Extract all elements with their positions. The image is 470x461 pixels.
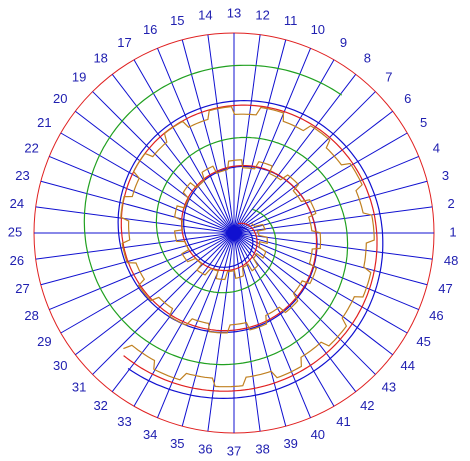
spoke bbox=[133, 232, 235, 407]
spoke-label: 48 bbox=[444, 253, 458, 268]
spoke-label: 6 bbox=[404, 91, 411, 106]
spoke-label: 11 bbox=[284, 13, 298, 28]
spoke-label: 30 bbox=[53, 358, 67, 373]
spoke-label: 31 bbox=[72, 379, 86, 394]
spoke bbox=[111, 74, 235, 234]
spoke-label: 21 bbox=[37, 115, 51, 130]
spoke-label: 20 bbox=[53, 91, 67, 106]
center-hub bbox=[227, 226, 241, 240]
spoke-label: 32 bbox=[93, 398, 107, 413]
spoke-label: 42 bbox=[360, 398, 374, 413]
spoke bbox=[233, 180, 428, 234]
spoke-label: 7 bbox=[385, 70, 392, 85]
spoke-label: 10 bbox=[311, 22, 325, 37]
spoke bbox=[133, 59, 235, 234]
spoke bbox=[75, 110, 235, 234]
spoke bbox=[233, 232, 311, 418]
spoke-label: 19 bbox=[72, 70, 86, 85]
spoke-label: 38 bbox=[255, 442, 269, 457]
spoke bbox=[40, 232, 235, 286]
spoke-label: 41 bbox=[336, 414, 350, 429]
spoke-label: 22 bbox=[24, 141, 38, 156]
spoke bbox=[207, 34, 235, 234]
spoke-label: 5 bbox=[420, 115, 427, 130]
spoke bbox=[233, 232, 335, 407]
green-spiral bbox=[83, 64, 349, 366]
spoke-label: 13 bbox=[227, 5, 241, 20]
spoke bbox=[35, 232, 235, 260]
spoke bbox=[49, 156, 235, 234]
spoke-label: 15 bbox=[170, 13, 184, 28]
spoke-label: 23 bbox=[15, 168, 29, 183]
spoke-label: 45 bbox=[416, 334, 430, 349]
spoke-label: 46 bbox=[429, 308, 443, 323]
red-spiral bbox=[120, 104, 378, 392]
orange-spiral bbox=[120, 106, 375, 388]
spoke bbox=[49, 232, 235, 310]
spoke-label: 24 bbox=[10, 196, 24, 211]
spoke-label: 16 bbox=[143, 22, 157, 37]
spoke bbox=[233, 232, 376, 375]
spoke bbox=[233, 232, 419, 310]
spoke bbox=[75, 232, 235, 356]
spoke-label: 40 bbox=[311, 427, 325, 442]
spoke bbox=[233, 59, 335, 234]
spoke bbox=[157, 48, 235, 234]
spoke-label: 29 bbox=[37, 334, 51, 349]
spoke bbox=[60, 232, 235, 334]
spoke bbox=[233, 156, 419, 234]
spoke-label: 9 bbox=[340, 35, 347, 50]
spoke bbox=[92, 232, 235, 375]
spoke bbox=[233, 232, 428, 286]
spoke bbox=[233, 132, 408, 234]
spoke-label: 8 bbox=[364, 51, 371, 66]
spoke-label: 3 bbox=[442, 168, 449, 183]
spoke-label: 12 bbox=[255, 7, 269, 22]
spoke-label: 27 bbox=[15, 281, 29, 296]
spoke bbox=[181, 39, 235, 234]
spoke-label: 18 bbox=[93, 51, 107, 66]
spoke-label: 2 bbox=[448, 196, 455, 211]
spoke bbox=[233, 74, 357, 234]
spoke-label: 44 bbox=[401, 358, 415, 373]
spoke bbox=[233, 232, 261, 432]
blue-spiral bbox=[117, 99, 384, 400]
spoke-label: 35 bbox=[170, 436, 184, 451]
spoke-label: 36 bbox=[198, 442, 212, 457]
spoke bbox=[35, 206, 235, 234]
spoke-label: 37 bbox=[227, 443, 241, 458]
spoke-label: 33 bbox=[117, 414, 131, 429]
spoke bbox=[233, 39, 287, 234]
spoke-label: 26 bbox=[10, 253, 24, 268]
spoke-label: 39 bbox=[283, 436, 297, 451]
spoke-label: 34 bbox=[143, 427, 157, 442]
spoke-label: 25 bbox=[8, 224, 22, 239]
spoke bbox=[40, 180, 235, 234]
spoke-label: 43 bbox=[382, 379, 396, 394]
spoke bbox=[92, 91, 235, 234]
spoke bbox=[233, 34, 261, 234]
spoke-label: 4 bbox=[433, 141, 440, 156]
spoke-label: 28 bbox=[24, 308, 38, 323]
spoke bbox=[233, 206, 433, 234]
spoke bbox=[157, 232, 235, 418]
spoke bbox=[233, 91, 376, 234]
spoke bbox=[111, 232, 235, 392]
spoke-label: 47 bbox=[438, 281, 452, 296]
spoke-label: 1 bbox=[449, 224, 456, 239]
spoke bbox=[233, 232, 393, 356]
spoke-label: 17 bbox=[117, 35, 131, 50]
spoke bbox=[60, 132, 235, 234]
spoke-label: 14 bbox=[198, 7, 212, 22]
